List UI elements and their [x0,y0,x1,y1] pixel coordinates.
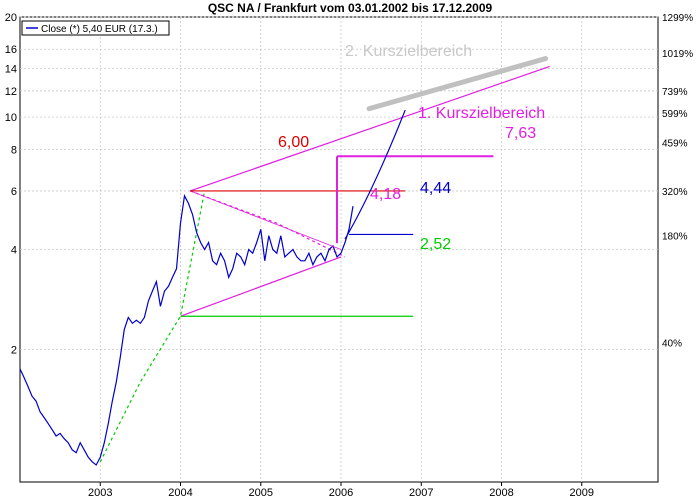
y-tick-label-left: 20 [5,12,17,24]
chart-title: QSC NA / Frankfurt vom 03.01.2002 bis 17… [208,1,493,15]
value-444-label: 4,44 [420,180,451,197]
y-tick-label-right: 1019% [662,49,693,60]
x-tick-label: 2008 [489,487,513,499]
zone-2-band [366,56,549,112]
legend-box [21,20,170,36]
y-tick-label-right: 599% [662,109,688,120]
x-tick-label: 2005 [249,487,273,499]
magenta-dashed-line [189,190,346,258]
y-tick-label-right: 40% [662,339,682,350]
x-tick-label: 2007 [409,487,433,499]
y-tick-label-left: 2 [11,345,17,357]
y-tick-label-left: 4 [11,245,17,257]
x-tick-label: 2009 [570,487,594,499]
value-252-label: 2,52 [420,236,451,253]
y-tick-label-right: 739% [662,87,688,98]
y-tick-label-left: 16 [5,44,17,56]
projection-curve [344,109,406,240]
y-tick-label-left: 6 [11,186,17,198]
value-418-label: 4,18 [370,186,401,203]
green-dashed-trendline [99,190,206,463]
y-tick-label-right: 1299% [662,13,693,24]
y-tick-label-left: 8 [11,144,17,156]
value-763-label: 7,63 [505,125,536,142]
x-tick-label: 2004 [168,487,192,499]
y-tick-label-left: 14 [5,64,17,76]
zone-2-label: 2. Kurszielbereich [345,43,472,60]
zone-1-label: 1. Kurszielbereich [418,105,545,122]
x-tick-label: 2006 [329,487,353,499]
y-tick-label-left: 12 [5,86,17,98]
legend-label: Close (*) 5,40 EUR (17.3.) [41,24,158,35]
y-tick-label-right: 180% [662,232,688,243]
y-tick-label-right: 459% [662,138,688,149]
plot-frame [19,16,659,483]
channel-lower-line [180,256,342,317]
value-600-label: 6,00 [278,134,309,151]
channel-upper-line [189,65,550,192]
price-series-line [19,193,354,466]
triangle-upper-line [189,190,342,250]
y-tick-label-left: 10 [5,112,17,124]
x-tick-label: 2003 [88,487,112,499]
y-tick-label-right: 320% [662,187,688,198]
